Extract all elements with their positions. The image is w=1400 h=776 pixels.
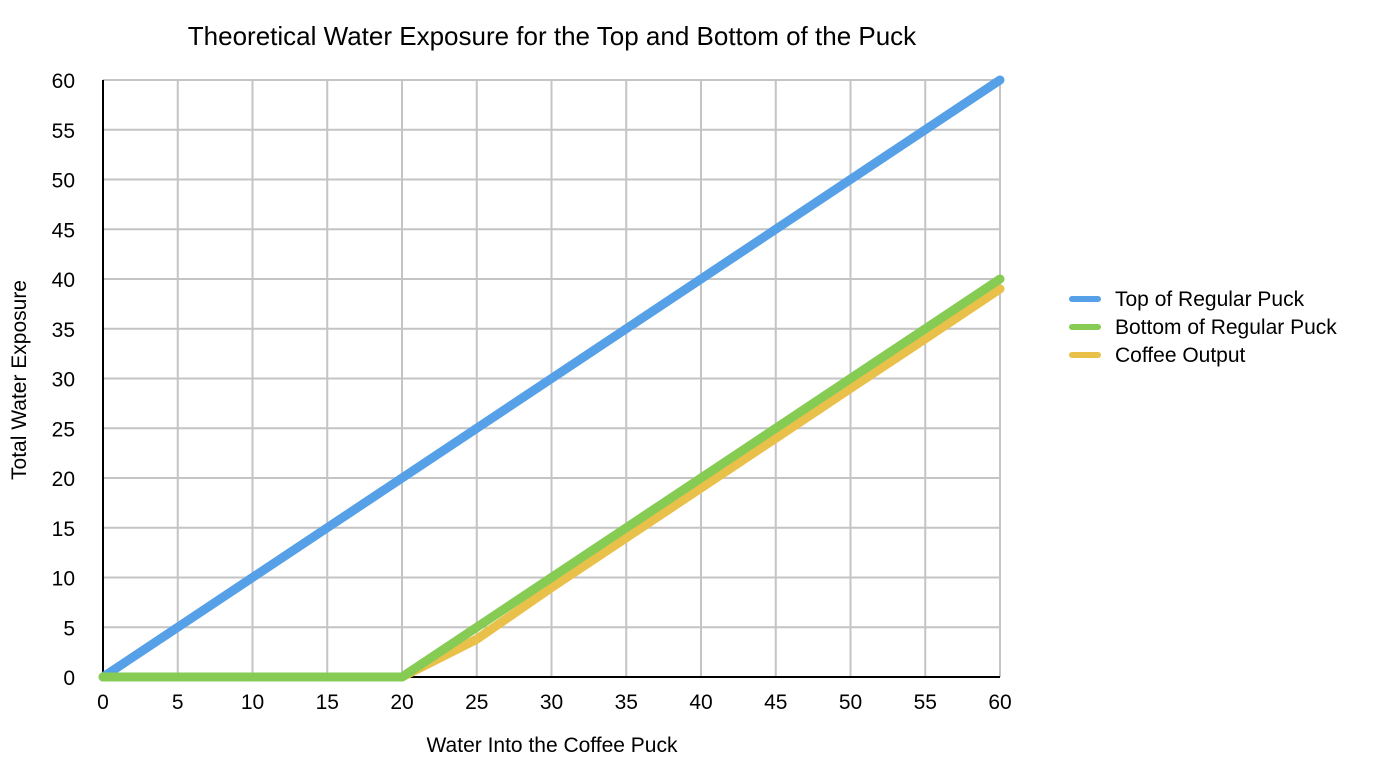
x-tick-label-5: 25 [465, 691, 488, 714]
legend-label-coffee-output: Coffee Output [1115, 344, 1246, 367]
y-tick-label-10: 50 [52, 170, 75, 193]
series-lines [98, 75, 1005, 682]
x-tick-label-10: 50 [839, 691, 862, 714]
legend-label-bottom-of-regular-puck: Bottom of Regular Puck [1115, 316, 1337, 339]
x-tick-label-7: 35 [615, 691, 638, 714]
y-tick-label-9: 45 [52, 219, 75, 242]
y-tick-label-1: 5 [63, 617, 75, 640]
y-tick-label-2: 10 [52, 568, 75, 591]
series-line-coffee-output [98, 284, 1005, 682]
legend: Top of Regular Puck Bottom of Regular Puc… [1069, 288, 1337, 367]
x-tick-label-9: 45 [764, 691, 787, 714]
series-line-bottom-of-regular-puck [98, 274, 1005, 682]
legend-label-top-of-regular-puck: Top of Regular Puck [1115, 288, 1305, 311]
y-tick-label-11: 55 [52, 120, 75, 143]
x-tick-label-11: 55 [914, 691, 937, 714]
chart-title: Theoretical Water Exposure for the Top a… [188, 21, 917, 51]
x-tick-label-4: 20 [390, 691, 413, 714]
x-tick-label-8: 40 [689, 691, 712, 714]
series-line-top-of-regular-puck [98, 75, 1005, 682]
y-tick-label-3: 15 [52, 518, 75, 541]
x-tick-label-0: 0 [97, 691, 109, 714]
y-tick-label-5: 25 [52, 418, 75, 441]
x-tick-label-3: 15 [316, 691, 339, 714]
x-tick-label-2: 10 [241, 691, 264, 714]
x-tick-label-6: 30 [540, 691, 563, 714]
y-tick-label-4: 20 [52, 468, 75, 491]
y-tick-label-6: 30 [52, 369, 75, 392]
x-tick-labels: 0 5 10 15 20 25 30 35 40 45 50 55 60 [97, 691, 1012, 714]
x-tick-label-1: 5 [172, 691, 184, 714]
x-tick-label-12: 60 [988, 691, 1011, 714]
y-tick-label-0: 0 [63, 667, 75, 690]
y-tick-label-7: 35 [52, 319, 75, 342]
x-axis-label: Water Into the Coffee Puck [427, 734, 678, 757]
y-tick-label-8: 40 [52, 269, 75, 292]
y-tick-labels: 0 5 10 15 20 25 30 35 40 45 50 55 60 [52, 70, 75, 690]
y-tick-label-12: 60 [52, 70, 75, 93]
y-axis-label: Total Water Exposure [8, 280, 31, 480]
